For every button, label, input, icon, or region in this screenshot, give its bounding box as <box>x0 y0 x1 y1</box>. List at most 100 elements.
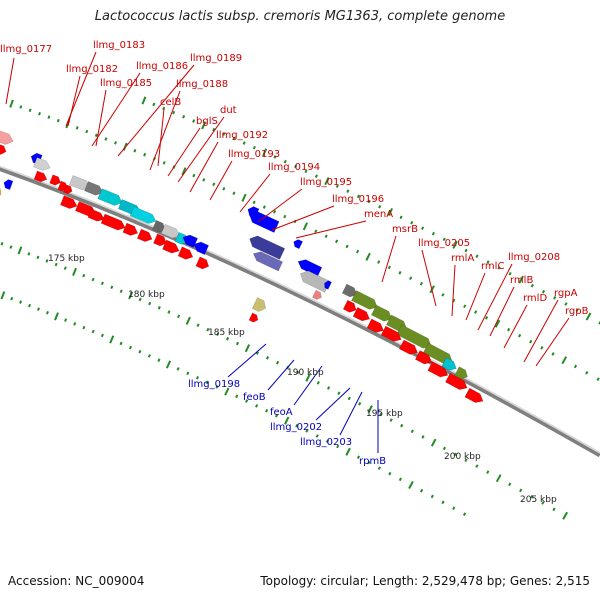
gene-feature <box>177 246 194 260</box>
scale-tick <box>17 246 23 255</box>
gene-feature <box>312 289 322 300</box>
scale-tick <box>72 267 77 276</box>
forward-gene-labels: llmg_0177 llmg_0183 llmg_0182 llmg_0186 … <box>0 40 589 317</box>
scale-tick <box>377 260 381 264</box>
gene-label: rmlB <box>510 275 533 286</box>
scale-tick <box>128 291 134 300</box>
scale-tick <box>324 234 328 239</box>
scale-tick <box>133 148 137 153</box>
gene-feature <box>252 251 283 272</box>
scale-tick <box>143 152 147 157</box>
scale-tick <box>54 312 59 321</box>
leader-line <box>227 343 267 378</box>
scale-tick <box>100 333 104 338</box>
scale-tick <box>202 178 206 182</box>
gene-label: menA <box>364 209 393 220</box>
scale-tick <box>157 306 161 310</box>
scale-tick <box>275 413 279 418</box>
scale-tick <box>82 325 86 330</box>
scale-tick <box>494 319 501 328</box>
scale-tick <box>296 370 300 375</box>
scale-tick <box>245 399 249 403</box>
scale-tick <box>389 418 393 422</box>
scale-tick <box>215 385 219 389</box>
reverse-gene-labels: llmg_0198 feoB feoA llmg_0202 llmg_0203 … <box>188 379 386 467</box>
gene-label: llmg_0185 <box>100 78 152 89</box>
scale-tick <box>484 316 489 320</box>
scale-tick <box>138 349 142 354</box>
scale-tick <box>305 373 311 382</box>
scale-tick <box>464 458 468 462</box>
gene-label: llmg_0194 <box>268 162 320 173</box>
gene-label: rgpB <box>565 306 589 317</box>
scale-label: 205 kbp <box>520 495 557 505</box>
leader-line <box>157 108 165 167</box>
gene-label: llmg_0183 <box>93 40 145 51</box>
scale-tick <box>410 220 414 225</box>
scale-tick <box>241 193 247 202</box>
gene-feature <box>136 228 153 242</box>
scale-tick <box>45 310 49 315</box>
leader-line <box>503 304 528 349</box>
leader-line <box>95 89 107 147</box>
scale-tick <box>529 339 533 344</box>
gene-feature <box>0 143 7 155</box>
scale-tick <box>335 239 339 244</box>
gene-label: llmg_0205 <box>418 238 470 249</box>
leader-line <box>381 235 397 283</box>
scale-tick <box>181 167 187 176</box>
scale-tick <box>336 444 340 449</box>
gene-label: llmg_0198 <box>188 379 240 390</box>
gene-label: llmg_0202 <box>270 422 322 433</box>
scale-tick <box>192 119 196 123</box>
gene-label: feoA <box>270 407 293 418</box>
scale-tick <box>212 127 216 132</box>
scale-tick <box>283 159 287 164</box>
scale-tick <box>541 289 546 294</box>
scale-label: 200 kbp <box>444 452 481 462</box>
leader-line <box>295 220 367 239</box>
leader-line <box>149 90 181 171</box>
scale-tick <box>28 108 32 113</box>
gene-label: llmg_0195 <box>300 177 352 188</box>
scale-tick <box>378 204 382 209</box>
scale-tick <box>464 248 468 253</box>
scale-tick <box>346 189 350 193</box>
leader-line <box>339 391 363 436</box>
scale-tick <box>192 173 196 178</box>
gene-label: rmlC <box>481 261 504 272</box>
scale-tick <box>73 322 77 326</box>
scale-tick <box>356 194 361 199</box>
gene-label: llmg_0177 <box>0 44 52 55</box>
gene-feature <box>414 350 433 365</box>
scale-tick <box>138 297 142 302</box>
gene-feature <box>87 208 105 222</box>
scale-tick <box>162 106 166 111</box>
scale-tick <box>518 333 522 338</box>
scale-tick <box>495 474 502 483</box>
gene-label: llmg_0188 <box>176 79 228 90</box>
scale-tick <box>104 137 108 141</box>
scale-tick <box>474 310 478 314</box>
topology-summary: Topology: circular; Length: 2,529,478 bp… <box>260 574 590 588</box>
gene-feature <box>62 184 73 195</box>
scale-tick <box>421 226 425 230</box>
scale-tick <box>265 356 270 360</box>
leader-line <box>257 188 303 223</box>
scale-tick <box>295 423 299 428</box>
gene-label: rmlA <box>451 253 474 264</box>
scale-tick <box>201 121 207 130</box>
gene-feature <box>0 128 14 145</box>
gene-feature <box>195 256 210 270</box>
scale-tick <box>0 291 6 300</box>
scale-tick <box>212 182 216 187</box>
scale-labels: 175 kbp 180 kbp 185 kbp 190 kbp 195 kbp … <box>48 254 557 505</box>
gene-feature <box>129 206 157 224</box>
leader-line <box>293 365 323 406</box>
scale-tick <box>315 434 319 438</box>
scale-tick <box>85 129 89 134</box>
scale-tick <box>152 102 156 107</box>
gene-feature <box>341 283 358 298</box>
leader-line <box>271 205 335 231</box>
scale-tick <box>314 174 318 178</box>
